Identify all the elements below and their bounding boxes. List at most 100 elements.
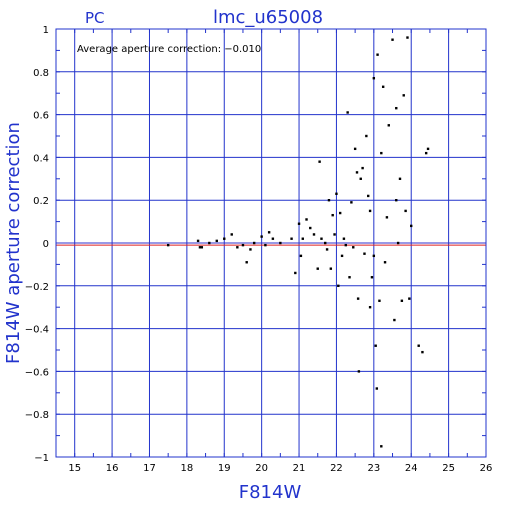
data-point <box>166 243 170 247</box>
data-point <box>215 239 218 243</box>
x-tick-label: 18 <box>181 463 194 474</box>
data-point <box>408 297 411 300</box>
data-point <box>324 241 327 245</box>
data-point <box>236 246 239 249</box>
data-point <box>404 209 407 213</box>
y-tick-labels: −1 −0.8 −0.6 −0.4 −0.2 0 0.2 0.4 0.6 0.8 1 <box>25 25 49 464</box>
data-point <box>299 254 303 258</box>
data-point <box>290 237 293 240</box>
data-point <box>309 226 312 230</box>
y-tick-label: 0.4 <box>33 153 49 164</box>
data-point <box>312 233 316 236</box>
data-point <box>374 344 377 347</box>
data-point <box>316 267 319 270</box>
data-point <box>385 216 389 219</box>
y-tick-label: 1 <box>43 25 49 36</box>
data-point <box>260 235 263 238</box>
x-tick-label: 20 <box>255 463 268 474</box>
data-point <box>346 111 349 114</box>
data-point <box>368 306 372 309</box>
x-axis-label: F814W <box>239 482 302 503</box>
data-point <box>350 201 353 204</box>
data-point <box>424 151 428 155</box>
data-point <box>367 194 370 198</box>
data-point <box>395 106 398 110</box>
data-point <box>353 147 357 151</box>
data-point <box>383 261 387 264</box>
x-tick-label: 23 <box>367 463 380 474</box>
detector-label: PC <box>85 9 105 27</box>
y-tick-label: −0.4 <box>25 325 49 336</box>
average-correction-annotation: Average aperture correction: −0.010 <box>77 44 261 55</box>
data-point <box>387 124 390 127</box>
data-points <box>166 36 430 448</box>
data-point <box>380 445 383 448</box>
x-tick-label: 24 <box>405 463 418 474</box>
y-tick-label: 0 <box>43 239 49 250</box>
data-point <box>372 254 376 258</box>
data-point <box>331 213 334 217</box>
data-point <box>359 177 362 180</box>
data-point <box>241 243 245 247</box>
data-point <box>305 218 308 221</box>
data-point <box>376 53 379 56</box>
data-point <box>402 94 405 97</box>
data-point <box>406 36 409 39</box>
data-point <box>365 134 368 138</box>
data-point <box>395 199 398 202</box>
chart-title: lmc_u65008 <box>213 7 323 28</box>
data-point <box>200 246 204 249</box>
data-point <box>380 151 383 155</box>
data-point <box>370 276 374 279</box>
data-point <box>337 284 340 287</box>
data-point <box>301 237 304 240</box>
data-point <box>368 209 372 213</box>
data-point <box>198 246 202 249</box>
data-point <box>230 233 233 236</box>
data-point <box>279 241 282 245</box>
data-point <box>267 231 271 234</box>
data-point <box>352 246 355 249</box>
data-point <box>378 299 381 302</box>
data-point <box>357 370 361 373</box>
data-point <box>361 166 364 170</box>
y-tick-label: 0.2 <box>33 196 49 207</box>
x-tick-label: 21 <box>293 463 306 474</box>
reference-lines <box>56 242 486 246</box>
data-point <box>375 387 379 390</box>
data-point <box>264 243 267 247</box>
data-point <box>196 239 200 243</box>
data-point <box>338 211 342 215</box>
data-point <box>356 297 360 300</box>
y-tick-label: 0.8 <box>33 68 49 79</box>
data-point <box>333 233 336 236</box>
x-tick-label: 25 <box>442 463 455 474</box>
data-point <box>320 237 323 240</box>
data-point <box>398 177 402 180</box>
data-point <box>363 252 366 255</box>
x-tick-labels: 15 16 17 18 19 20 21 22 23 24 25 26 <box>68 463 492 474</box>
x-tick-label: 15 <box>68 463 81 474</box>
data-point <box>393 318 396 322</box>
plot-frame <box>55 28 487 458</box>
data-point <box>318 160 321 163</box>
data-point <box>208 241 211 245</box>
data-point <box>417 344 420 347</box>
x-tick-label: 17 <box>143 463 156 474</box>
data-point <box>381 85 385 88</box>
x-tick-label: 16 <box>106 463 119 474</box>
data-point <box>327 199 331 202</box>
data-point <box>325 248 329 251</box>
data-point <box>294 271 297 275</box>
data-point <box>391 38 394 41</box>
data-point <box>271 237 275 240</box>
data-point <box>249 248 252 251</box>
data-point <box>329 267 333 270</box>
data-point <box>335 192 338 195</box>
data-point <box>400 299 404 302</box>
x-tick-label: 26 <box>480 463 493 474</box>
data-point <box>348 276 351 279</box>
data-point <box>421 350 424 354</box>
y-tick-label: 0.6 <box>33 111 49 122</box>
data-point <box>342 237 346 240</box>
